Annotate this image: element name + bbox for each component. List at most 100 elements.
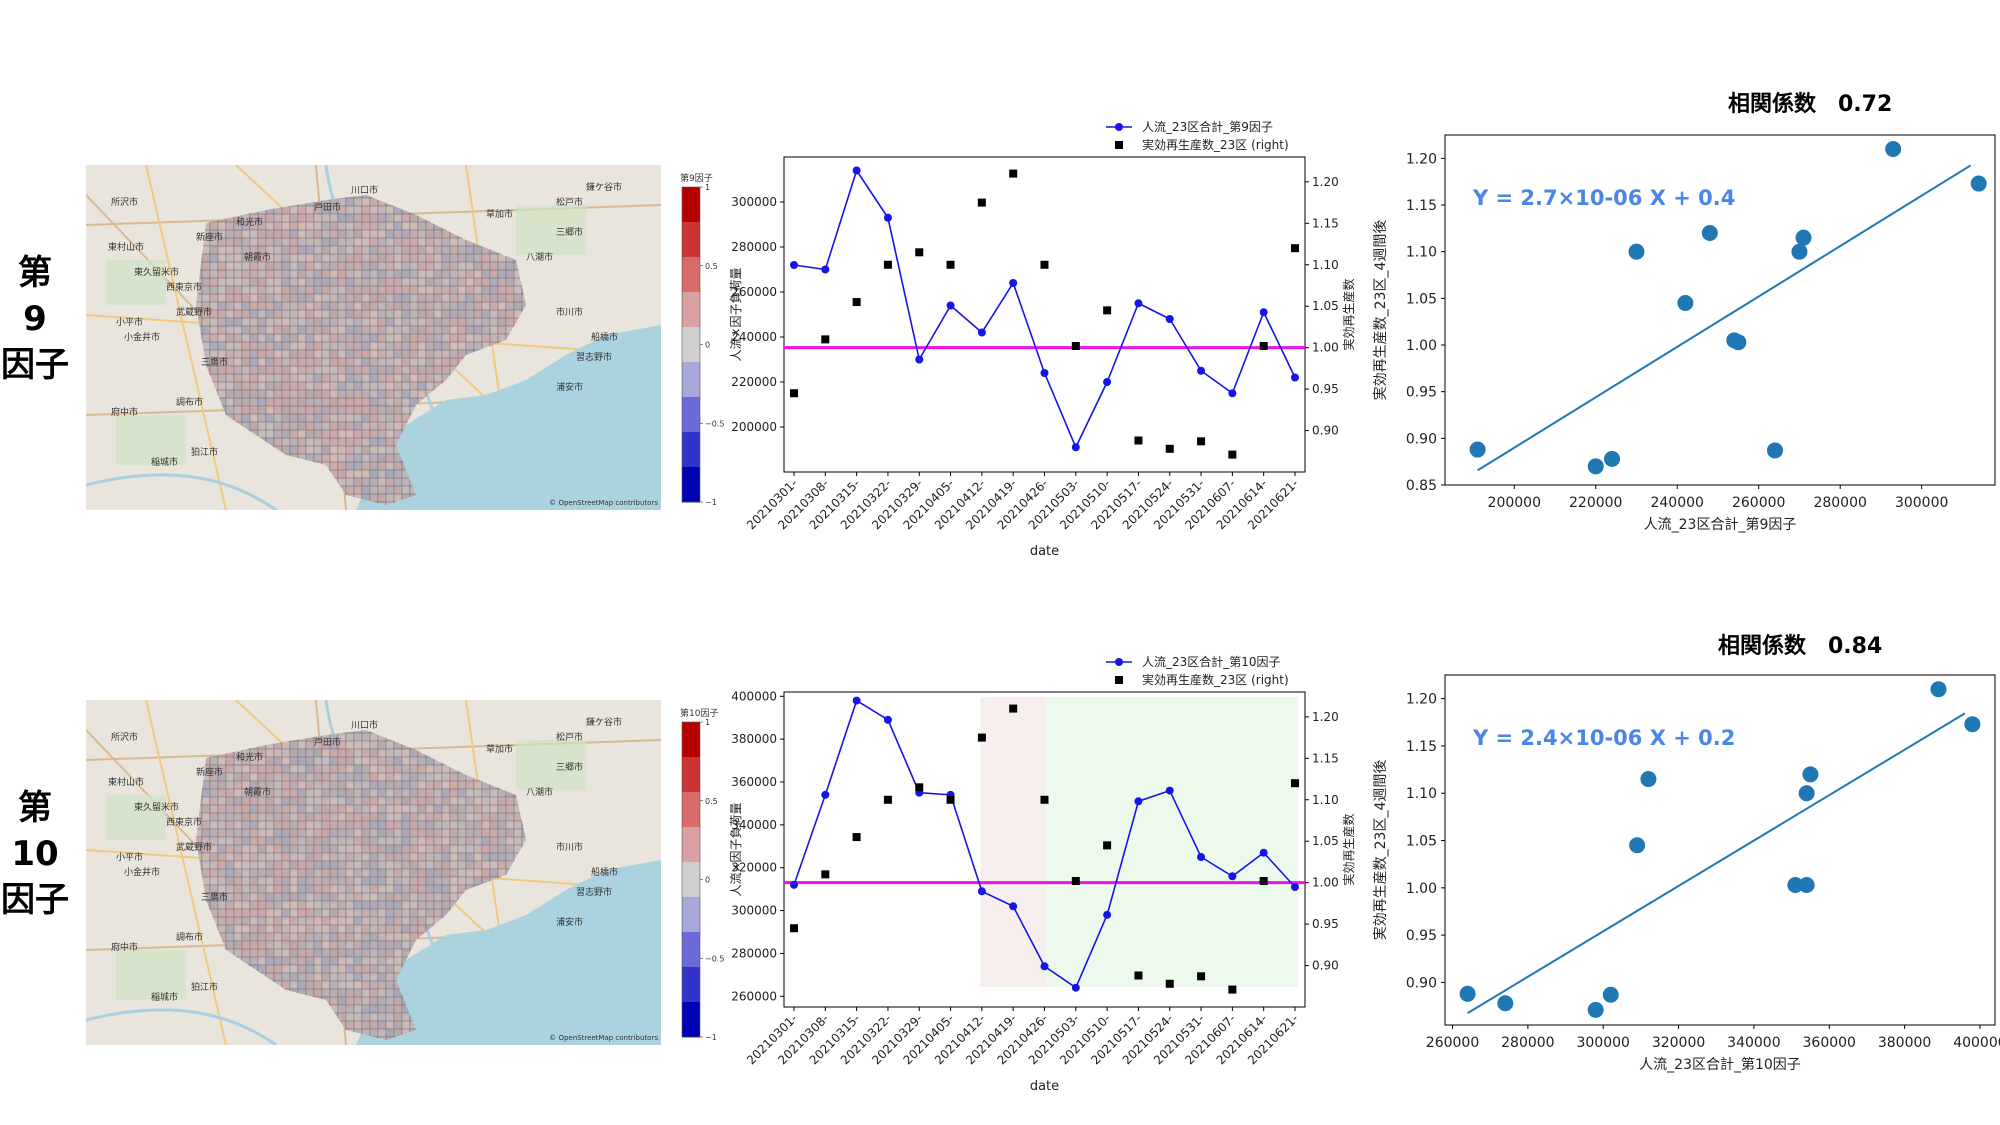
grid-cell [409, 317, 419, 327]
grid-cell [249, 772, 259, 782]
grid-cell [313, 309, 323, 319]
series-point [1071, 443, 1080, 452]
y-tick-label: 0.95 [1406, 928, 1437, 944]
grid-cell [321, 788, 331, 798]
grid-cell [201, 277, 211, 287]
grid-cell [329, 836, 339, 846]
grid-cell [425, 852, 435, 862]
grid-cell [249, 365, 259, 375]
grid-cell [337, 413, 347, 423]
grid-cell [457, 828, 467, 838]
grid-cell [385, 916, 395, 926]
grid-cell [249, 844, 259, 854]
grid-cell [385, 389, 395, 399]
grid-cell [225, 277, 235, 287]
grid-cell [425, 373, 435, 383]
grid-cell [377, 956, 387, 966]
grid-cell [329, 924, 339, 934]
grid-cell [241, 796, 251, 806]
grid-cell [225, 908, 235, 918]
grid-cell [377, 748, 387, 758]
grid-cell [369, 453, 379, 463]
grid-cell [225, 245, 235, 255]
grid-cell [409, 365, 419, 375]
grid-cell [305, 317, 315, 327]
grid-cell [201, 333, 211, 343]
grid-cell [257, 413, 267, 423]
grid-cell [297, 325, 307, 335]
grid-cell [473, 804, 483, 814]
grid-cell [361, 756, 371, 766]
grid-cell [281, 868, 291, 878]
grid-cell [481, 333, 491, 343]
grid-cell [361, 852, 371, 862]
grid-cell [321, 868, 331, 878]
legend-entry: 人流_23区合計_第9因子 [1142, 119, 1273, 134]
grid-cell [425, 237, 435, 247]
grid-cell [297, 756, 307, 766]
map-place-label: 調布市 [176, 931, 203, 943]
grid-cell [401, 405, 411, 415]
grid-cell [257, 764, 267, 774]
grid-cell [361, 413, 371, 423]
grid-cell [449, 237, 459, 247]
grid-cell [401, 804, 411, 814]
grid-cell [393, 764, 403, 774]
grid-cell [249, 868, 259, 878]
grid-cell [273, 900, 283, 910]
grid-cell [321, 229, 331, 239]
grid-cell [337, 924, 347, 934]
grid-cell [345, 381, 355, 391]
grid-cell [329, 445, 339, 455]
grid-cell [241, 804, 251, 814]
grid-cell [265, 269, 275, 279]
grid-cell [417, 365, 427, 375]
grid-cell [425, 820, 435, 830]
legend-entry: 人流_23区合計_第10因子 [1142, 654, 1281, 669]
grid-cell [361, 860, 371, 870]
grid-cell [377, 972, 387, 982]
colorbar-title: 第9因子 [680, 172, 713, 184]
grid-cell [273, 389, 283, 399]
y-tick-label-right: 0.95 [1312, 917, 1339, 931]
grid-cell [353, 197, 363, 207]
grid-cell [369, 828, 379, 838]
map-sea [356, 325, 661, 510]
grid-cell [361, 277, 371, 287]
grid-cell [473, 245, 483, 255]
grid-cell [385, 740, 395, 750]
grid-cell [249, 764, 259, 774]
grid-cell [497, 844, 507, 854]
grid-cell [233, 397, 243, 407]
grid-cell [225, 309, 235, 319]
series-point [1165, 786, 1174, 795]
grid-cell [337, 780, 347, 790]
grid-cell [257, 860, 267, 870]
grid-cell [385, 876, 395, 886]
map-place-label: 狛江市 [191, 446, 218, 458]
legend-marker [1115, 123, 1123, 131]
grid-cell [361, 245, 371, 255]
grid-cell [393, 325, 403, 335]
grid-cell [361, 988, 371, 998]
grid-cell [345, 916, 355, 926]
grid-cell [329, 317, 339, 327]
grid-cell [233, 309, 243, 319]
grid-cell [401, 285, 411, 295]
grid-cell [385, 844, 395, 854]
grid-cell [345, 301, 355, 311]
grid-cell [289, 820, 299, 830]
series-point [915, 355, 924, 364]
series-point [1134, 797, 1143, 806]
grid-cell [401, 213, 411, 223]
y-tick-label: 1.20 [1406, 692, 1437, 708]
grid-cell [369, 764, 379, 774]
grid-cell [345, 996, 355, 1006]
grid-cell [217, 788, 227, 798]
grid-cell [385, 221, 395, 231]
grid-cell [225, 812, 235, 822]
series-point [977, 887, 986, 896]
grid-cell [473, 860, 483, 870]
grid-cell [241, 309, 251, 319]
grid-cell [321, 389, 331, 399]
